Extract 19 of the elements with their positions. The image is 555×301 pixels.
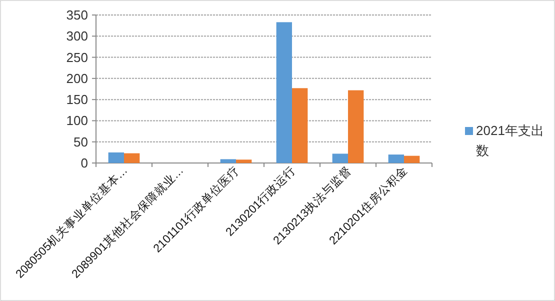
bar: [348, 90, 364, 163]
y-tick-label: 100: [66, 113, 88, 128]
bar: [220, 159, 236, 163]
bar: [236, 160, 252, 163]
bar: [332, 154, 348, 163]
bar: [276, 22, 292, 163]
bar: [108, 152, 124, 163]
y-tick-label: 150: [66, 92, 88, 108]
bar: [404, 156, 420, 163]
y-tick-label: 300: [66, 28, 88, 44]
y-tick-label: 0: [80, 156, 88, 170]
bar: [292, 88, 308, 163]
bar: [124, 153, 140, 163]
y-tick-label: 200: [66, 70, 88, 86]
y-tick-label: 50: [74, 134, 88, 150]
y-tick-label: 350: [66, 8, 88, 22]
legend-label: 2021年支出数: [476, 123, 544, 158]
y-tick-label: 250: [66, 50, 88, 65]
bar: [388, 154, 404, 163]
